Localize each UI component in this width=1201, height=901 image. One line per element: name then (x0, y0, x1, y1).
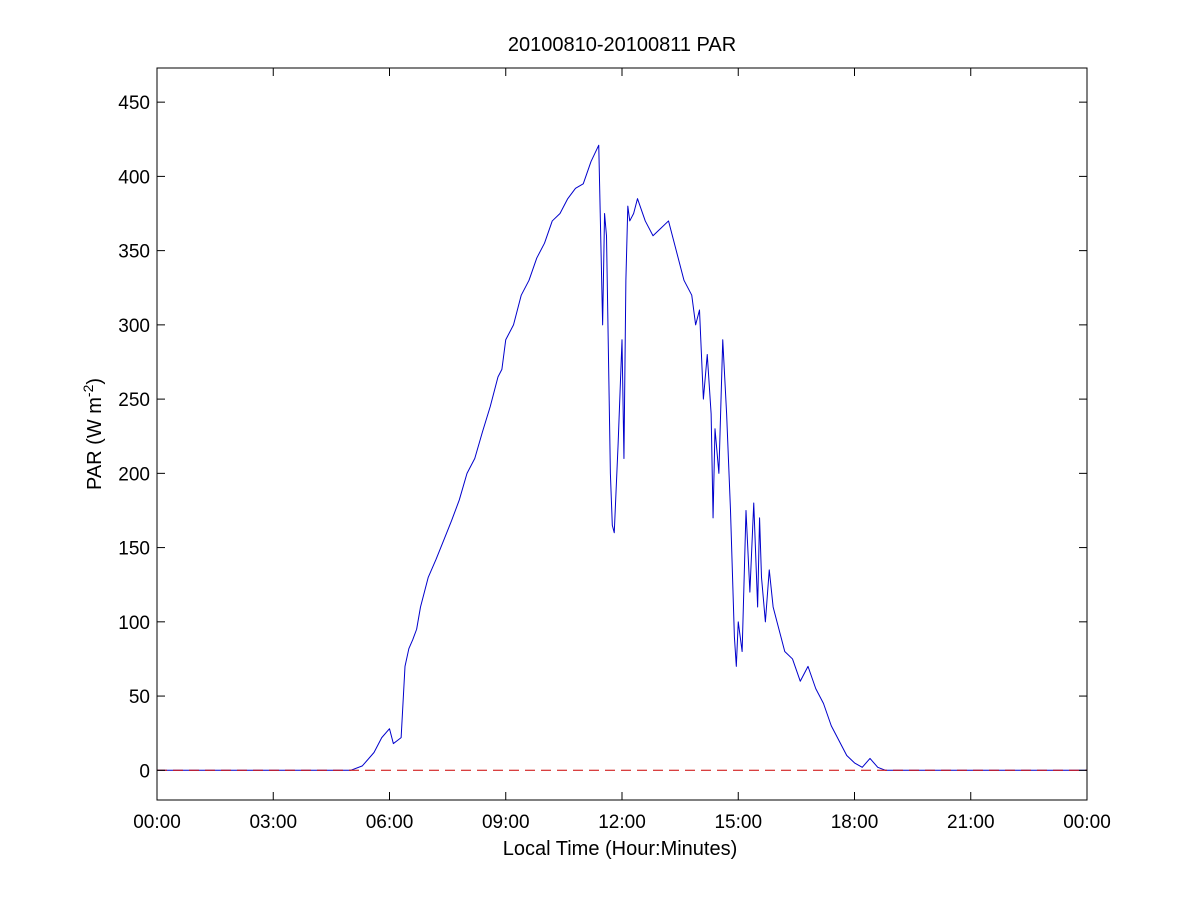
x-tick-label: 18:00 (831, 812, 879, 833)
x-axis-label: Local Time (Hour:Minutes) (503, 838, 738, 860)
y-axis-label-suffix: ) (84, 378, 106, 385)
y-tick-label: 150 (118, 539, 150, 560)
y-tick-label: 50 (129, 687, 150, 708)
y-tick-label: 250 (118, 390, 150, 411)
y-tick-label: 300 (118, 316, 150, 337)
y-tick-label: 400 (118, 167, 150, 188)
y-tick-label: 200 (118, 464, 150, 485)
chart-title: 20100810-20100811 PAR (508, 34, 736, 56)
y-axis-label-superscript: -2 (80, 384, 96, 397)
x-tick-label: 15:00 (714, 812, 762, 833)
y-tick-label: 0 (139, 761, 150, 782)
x-tick-label: 09:00 (482, 812, 530, 833)
x-tick-label: 21:00 (947, 812, 995, 833)
y-tick-label: 450 (118, 93, 150, 114)
plot-frame (156, 67, 1088, 801)
tick-layer: 00:00 03:00 06:00 09:00 12:00 15:00 18:00 21:00… (118, 68, 1111, 833)
x-tick-label: 00:00 (133, 812, 181, 833)
par-series-line (157, 144, 1087, 771)
y-tick-label: 100 (118, 613, 150, 634)
y-axis-label-main: PAR (W m (84, 397, 106, 490)
series-layer (157, 144, 1087, 771)
x-tick-label: 03:00 (249, 812, 297, 833)
plot-area (157, 68, 1087, 800)
x-tick-label: 12:00 (598, 812, 646, 833)
y-tick-label: 350 (118, 242, 150, 263)
x-tick-label: 00:00 (1063, 812, 1111, 833)
y-axis-label: PAR (W m-2) (80, 378, 106, 490)
x-tick-label: 06:00 (366, 812, 414, 833)
